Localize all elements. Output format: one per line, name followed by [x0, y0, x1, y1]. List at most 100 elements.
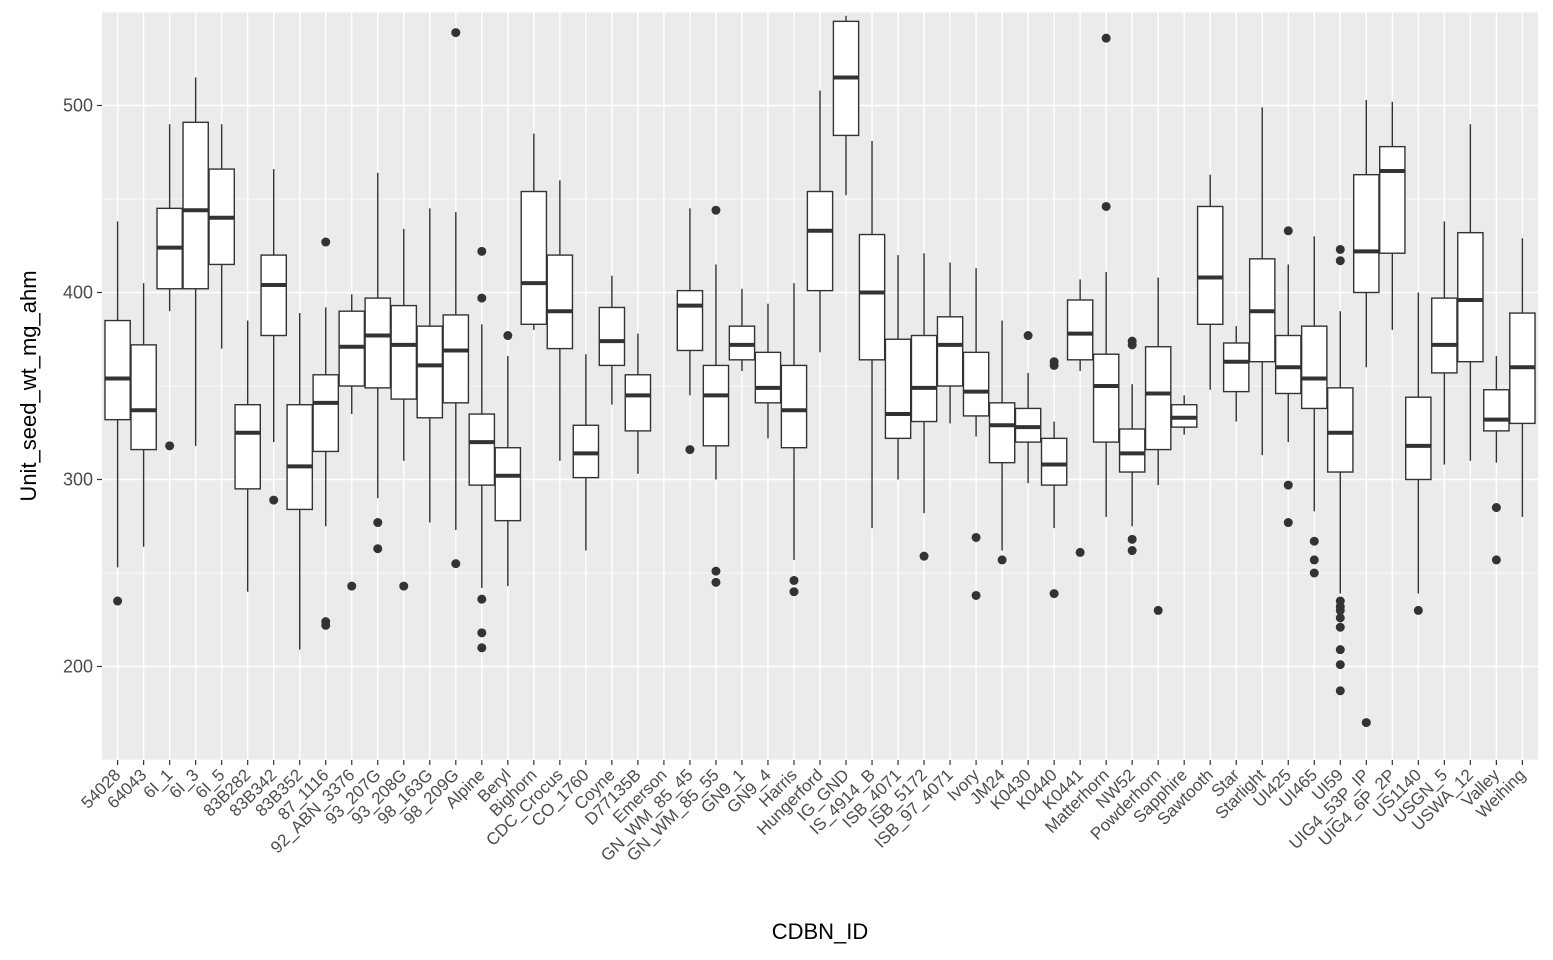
outlier-point [971, 590, 981, 600]
box-Ivory [962, 268, 990, 600]
outlier-point [1023, 331, 1033, 341]
outlier-point [321, 620, 331, 630]
box-87_1116 [312, 237, 340, 630]
outlier-point [1153, 605, 1163, 615]
outlier-point [477, 293, 487, 303]
box-iqr [442, 314, 470, 404]
outlier-point [919, 551, 929, 561]
box-UI425 [1274, 226, 1302, 528]
box-Valley [1483, 356, 1510, 565]
box-iqr [884, 338, 912, 440]
outlier-point [399, 581, 409, 591]
box-K0441 [1066, 279, 1094, 557]
box-54028 [104, 221, 131, 606]
outlier-point [373, 518, 383, 528]
box-Beryl [494, 331, 522, 587]
box-USWA_12 [1457, 124, 1484, 461]
box-iqr [234, 404, 261, 490]
outlier-point [269, 495, 279, 505]
box-iqr [702, 364, 730, 447]
outlier-point [477, 643, 487, 653]
box-iqr [780, 364, 808, 449]
box-iqr [468, 413, 496, 486]
box-iqr [962, 351, 990, 417]
box-iqr [910, 334, 938, 423]
outlier-point [1335, 660, 1345, 670]
box-iqr [416, 325, 444, 419]
outlier-point [477, 246, 487, 256]
box-CO_1760 [572, 354, 600, 551]
outlier-point [1309, 568, 1319, 578]
box-GN9_1 [728, 288, 756, 372]
outlier-point [1335, 613, 1345, 623]
box-CDC_Crocus [546, 180, 574, 461]
outlier-point [1335, 645, 1345, 655]
outlier-point [971, 532, 981, 542]
outlier-point [685, 445, 695, 455]
box-iqr [806, 190, 834, 292]
box-ISB_4071 [884, 255, 912, 480]
box-93_207G [364, 172, 392, 554]
y-axis-title: Unit_seed_wt_mg_ahm [16, 270, 41, 501]
outlier-point [1283, 226, 1293, 236]
box-iqr [988, 402, 1016, 464]
box-83B342 [260, 169, 288, 505]
box-JM24 [988, 320, 1016, 565]
outlier-point [1101, 201, 1111, 211]
box-iqr [598, 306, 626, 367]
box-US1140 [1405, 292, 1432, 615]
y-tick-label: 300 [63, 470, 93, 490]
box-Bighorn [520, 133, 548, 330]
box-Sapphire [1170, 395, 1198, 435]
box-Coyne [598, 275, 626, 405]
y-tick-label: 200 [63, 657, 93, 677]
box-93_208G [390, 228, 418, 591]
outlier-point [1101, 33, 1111, 43]
box-iqr [1092, 353, 1120, 443]
outlier-point [1335, 256, 1345, 266]
box-iqr [520, 190, 548, 325]
box-iqr [1352, 173, 1380, 294]
box-iqr [494, 447, 522, 522]
box-92_ABN_3376 [338, 294, 366, 591]
box-K0440 [1040, 357, 1068, 599]
box-UIG4_6P_2P [1379, 101, 1406, 330]
box-iqr [1196, 205, 1224, 325]
outlier-point [477, 628, 487, 638]
outlier-point [1335, 686, 1345, 696]
box-iqr [1274, 334, 1302, 395]
outlier-point [1127, 340, 1137, 350]
x-axis: 54028640436I_16I_36I_583B28283B34283B352… [78, 760, 1529, 865]
box-IG_GND [832, 15, 860, 196]
box-GN9_4 [754, 303, 782, 439]
box-GN_WM_85_55 [702, 205, 730, 587]
outlier-point [347, 581, 357, 591]
box-6I_5 [208, 124, 235, 349]
outlier-point [1335, 244, 1345, 254]
box-Harris [780, 283, 808, 597]
outlier-point [1049, 589, 1059, 599]
box-iqr [936, 316, 964, 387]
outlier-point [711, 566, 721, 576]
outlier-point [1335, 622, 1345, 632]
box-UI59 [1326, 244, 1354, 696]
box-64043 [130, 283, 157, 547]
box-iqr [1066, 299, 1094, 361]
outlier-point [1309, 555, 1319, 565]
box-iqr [624, 374, 652, 432]
box-NW52 [1118, 336, 1146, 556]
box-iqr [364, 297, 392, 389]
box-iqr [1040, 437, 1068, 486]
box-K0430 [1014, 331, 1042, 484]
box-iqr [1222, 342, 1250, 393]
box-Powderhorn [1144, 277, 1172, 615]
outlier-point [1491, 503, 1501, 513]
outlier-point [165, 441, 175, 451]
x-axis-title: CDBN_ID [772, 919, 869, 944]
box-iqr [104, 319, 131, 421]
box-iqr [260, 254, 288, 337]
box-iqr [1300, 325, 1328, 410]
box-6I_1 [156, 124, 183, 451]
box-iqr [130, 344, 157, 451]
